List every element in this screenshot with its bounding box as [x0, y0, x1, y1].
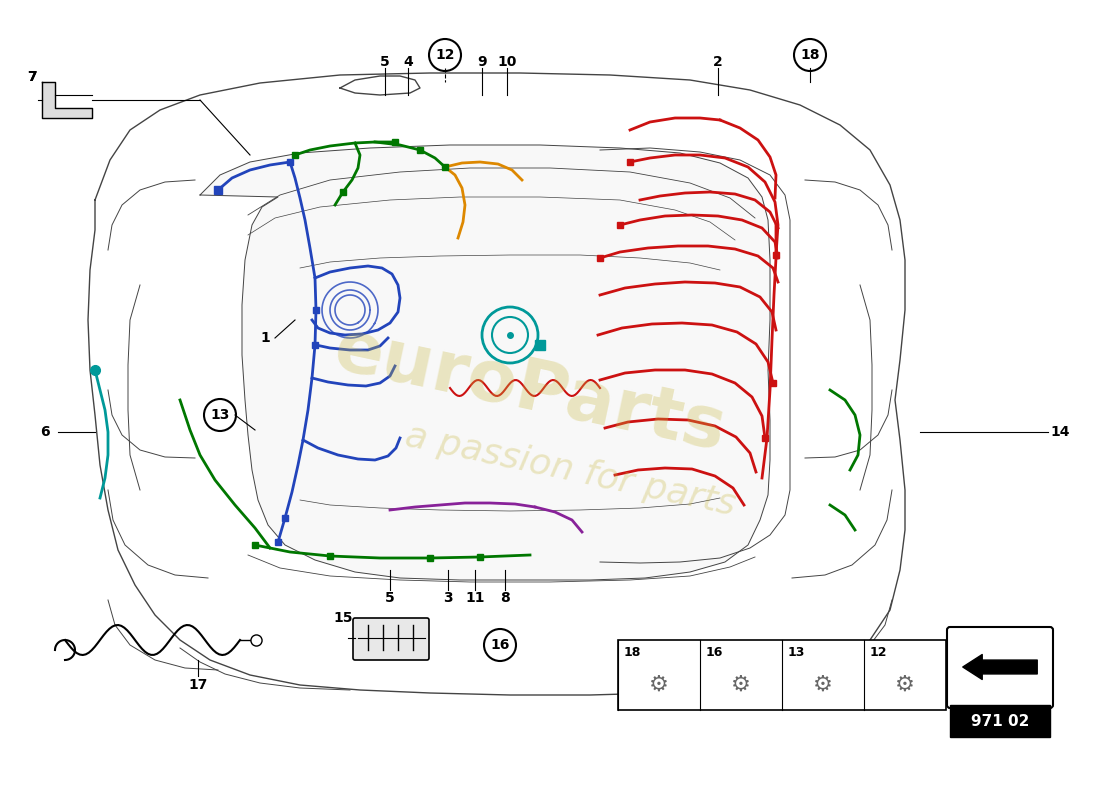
- Text: 12: 12: [869, 646, 887, 658]
- Polygon shape: [42, 82, 92, 118]
- Text: 7: 7: [28, 70, 36, 84]
- Text: 3: 3: [443, 591, 453, 605]
- Text: ⚙: ⚙: [895, 675, 915, 695]
- Text: 18: 18: [801, 48, 820, 62]
- Text: 6: 6: [41, 425, 50, 439]
- Text: 12: 12: [436, 48, 454, 62]
- Text: 10: 10: [497, 55, 517, 69]
- Text: 8: 8: [500, 591, 510, 605]
- Text: 5: 5: [381, 55, 389, 69]
- Text: 16: 16: [705, 646, 723, 658]
- Text: 11: 11: [465, 591, 485, 605]
- Text: 13: 13: [788, 646, 805, 658]
- Text: 13: 13: [210, 408, 230, 422]
- Text: 18: 18: [624, 646, 640, 658]
- FancyBboxPatch shape: [353, 618, 429, 660]
- Text: a passion for parts: a passion for parts: [402, 418, 738, 522]
- FancyBboxPatch shape: [947, 627, 1053, 708]
- Text: 15: 15: [333, 611, 353, 625]
- Text: ⚙: ⚙: [649, 675, 669, 695]
- Text: ⚙: ⚙: [732, 675, 751, 695]
- Text: 16: 16: [491, 638, 509, 652]
- Text: 4: 4: [403, 55, 412, 69]
- Polygon shape: [340, 76, 420, 95]
- Text: 5: 5: [385, 591, 395, 605]
- FancyBboxPatch shape: [950, 705, 1050, 737]
- Text: 7: 7: [28, 70, 36, 84]
- Polygon shape: [88, 73, 905, 695]
- Polygon shape: [200, 145, 770, 580]
- Text: 17: 17: [188, 678, 208, 692]
- Polygon shape: [618, 640, 946, 710]
- Text: 9: 9: [477, 55, 487, 69]
- Text: 971 02: 971 02: [971, 714, 1030, 729]
- Text: 2: 2: [713, 55, 723, 69]
- Text: ⚙: ⚙: [813, 675, 833, 695]
- Text: euroParts: euroParts: [328, 315, 733, 465]
- FancyArrowPatch shape: [962, 654, 1037, 679]
- Text: 1: 1: [260, 331, 270, 345]
- Text: 14: 14: [1050, 425, 1069, 439]
